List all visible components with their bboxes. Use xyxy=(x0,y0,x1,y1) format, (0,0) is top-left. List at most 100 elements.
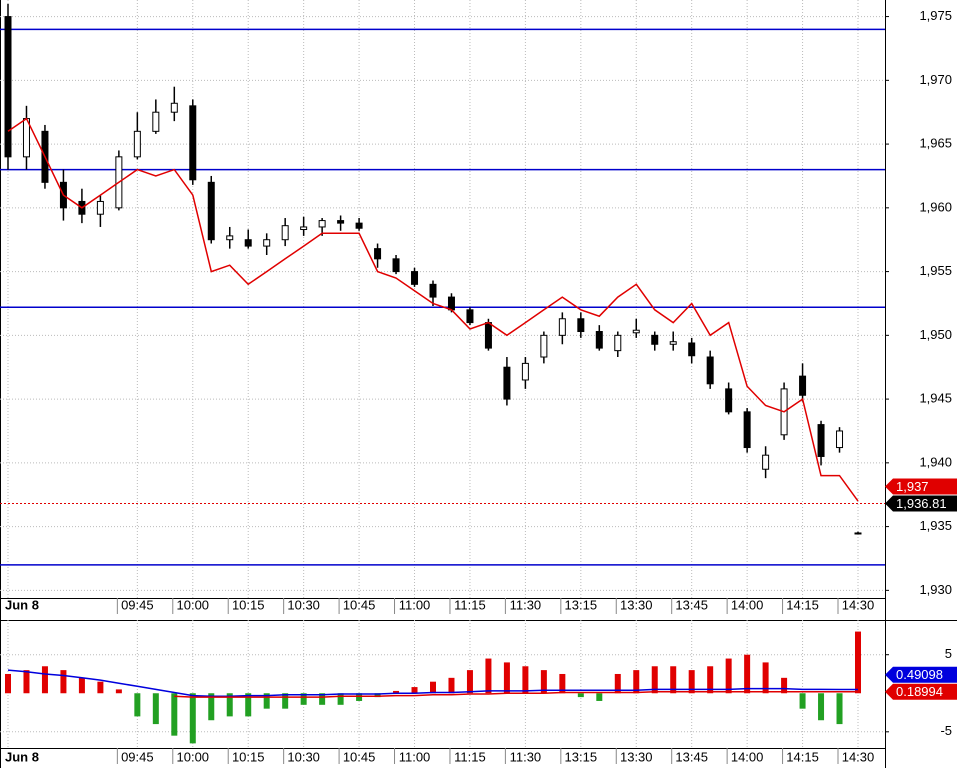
y-tick-label: 1,965 xyxy=(919,136,952,151)
x-tick-label: 13:45 xyxy=(675,597,708,612)
overlay-line xyxy=(7,117,859,502)
candle-body xyxy=(743,411,751,449)
value-tag-label: 0.49098 xyxy=(896,667,943,682)
histogram-bar xyxy=(245,693,252,717)
histogram-bar xyxy=(818,693,825,721)
x-tick-label: 09:45 xyxy=(121,597,154,612)
candle-body xyxy=(355,222,363,229)
histogram-bar xyxy=(115,689,122,694)
histogram-bar xyxy=(707,666,714,694)
histogram-bar xyxy=(670,666,677,694)
x-tick-label: 13:30 xyxy=(620,597,653,612)
x-tick-label: 10:45 xyxy=(343,597,376,612)
x-tick-label: Jun 8 xyxy=(5,597,39,612)
x-tick-label: 10:15 xyxy=(232,597,265,612)
value-tag xyxy=(885,478,957,495)
y-tick-label: 1,975 xyxy=(919,8,952,23)
candle-body xyxy=(447,296,455,311)
y-tick-label: 1,955 xyxy=(919,263,952,278)
candle-body xyxy=(854,532,862,535)
histogram-bar xyxy=(97,681,104,694)
histogram-bar xyxy=(688,670,695,694)
histogram-bar xyxy=(466,670,473,694)
value-tag xyxy=(885,666,957,683)
x-tick-label: 10:00 xyxy=(177,597,210,612)
x-tick-label: 13:15 xyxy=(565,749,598,764)
histogram-bar xyxy=(319,693,326,705)
x-tick-label: 10:45 xyxy=(343,749,376,764)
candle-body xyxy=(503,366,511,400)
histogram-bar xyxy=(226,693,233,717)
x-tick-label: 10:30 xyxy=(287,597,320,612)
candle-body xyxy=(817,424,825,457)
histogram-bar xyxy=(208,693,215,721)
histogram-bar xyxy=(5,673,11,694)
y-tick-label: 1,960 xyxy=(919,199,952,214)
x-tick-label: 10:15 xyxy=(232,749,265,764)
x-tick-label: 14:15 xyxy=(786,597,819,612)
y-tick-label: 5 xyxy=(945,646,952,661)
candle-body xyxy=(725,388,733,413)
x-tick-label: 11:30 xyxy=(510,597,542,612)
candle-body xyxy=(374,248,382,260)
histogram-bar xyxy=(633,670,640,694)
histogram-bar xyxy=(356,693,363,701)
candle-body xyxy=(669,341,677,345)
histogram-bar xyxy=(60,670,67,694)
x-tick-label: 14:30 xyxy=(842,597,875,612)
candle-body xyxy=(133,130,141,158)
histogram-bar xyxy=(263,693,270,709)
y-tick-label: 1,950 xyxy=(919,327,952,342)
candle-body xyxy=(762,454,770,470)
histogram-bar xyxy=(152,693,159,725)
y-tick-label: 1,940 xyxy=(919,454,952,469)
histogram-bar xyxy=(337,693,344,705)
histogram-bar xyxy=(41,666,48,694)
candle-body xyxy=(281,225,289,241)
candle-body xyxy=(4,16,12,158)
candle-body xyxy=(263,239,271,247)
y-tick-label: -5 xyxy=(940,723,952,738)
x-tick-label: 14:30 xyxy=(842,749,875,764)
histogram-bar xyxy=(799,693,806,709)
candle-body xyxy=(595,331,603,349)
histogram-bar xyxy=(762,662,769,694)
histogram-bar xyxy=(485,658,492,694)
histogram-bar xyxy=(540,670,547,694)
histogram-bar xyxy=(559,673,566,694)
candle-body xyxy=(300,226,308,231)
candle-body xyxy=(799,375,807,396)
y-tick-label: 1,945 xyxy=(919,391,952,406)
x-tick-label: 10:00 xyxy=(177,749,210,764)
candle-body xyxy=(189,105,197,181)
candle-body xyxy=(96,200,104,215)
candle-body xyxy=(632,329,640,334)
candle-body xyxy=(318,220,326,228)
y-tick-label: 1,930 xyxy=(919,582,952,597)
x-tick-label: 14:15 xyxy=(786,749,819,764)
candle-body xyxy=(411,271,419,285)
indicator-line xyxy=(7,669,858,698)
candle-body xyxy=(484,322,492,349)
value-tag xyxy=(885,683,957,700)
value-tag xyxy=(885,495,957,512)
candle-body xyxy=(836,430,844,449)
candle-body xyxy=(244,239,252,247)
x-tick-label: 11:15 xyxy=(454,597,486,612)
x-tick-label: 14:00 xyxy=(731,749,764,764)
x-tick-label: 13:30 xyxy=(620,749,653,764)
histogram-bar xyxy=(651,666,658,694)
histogram-bar xyxy=(503,662,510,694)
value-tag-label: 0.18994 xyxy=(896,684,943,699)
candle-body xyxy=(614,334,622,352)
histogram-bar xyxy=(614,673,621,694)
candle-body xyxy=(466,309,474,324)
histogram-bar xyxy=(596,693,603,701)
y-tick-label: 1,935 xyxy=(919,518,952,533)
candle-body xyxy=(337,220,345,224)
x-tick-label: 14:00 xyxy=(731,597,764,612)
value-tag-label: 1,936.81 xyxy=(896,496,947,511)
x-tick-label: 10:30 xyxy=(287,749,320,764)
